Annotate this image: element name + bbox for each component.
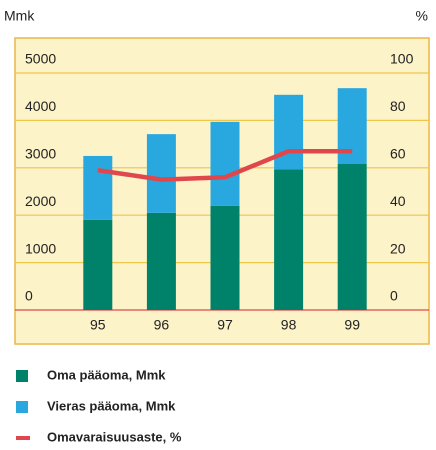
x-tick-label: 97 <box>217 317 233 333</box>
y-tick-label: 3000 <box>25 146 56 162</box>
bar <box>210 205 240 310</box>
bar <box>83 219 113 310</box>
bar <box>274 94 304 170</box>
x-tick-label: 98 <box>281 317 297 333</box>
x-tick-label: 99 <box>344 317 360 333</box>
bar <box>210 121 240 206</box>
x-tick-label: 95 <box>90 317 106 333</box>
bar <box>337 164 367 310</box>
legend-label: Vieras pääoma, Mmk <box>47 398 176 413</box>
y-tick-label: 4000 <box>25 98 56 114</box>
bar <box>146 212 176 310</box>
legend-label: Omavaraisuusaste, % <box>47 429 182 444</box>
line <box>97 148 353 182</box>
y-tick-label: 0 <box>25 288 33 304</box>
legend-swatch <box>16 436 30 440</box>
legend-swatch <box>16 401 28 413</box>
y-axis-label: Mmk <box>4 8 35 24</box>
y2-tick-label: 60 <box>390 146 406 162</box>
legend-swatch <box>16 370 28 382</box>
y2-axis-label: % <box>416 8 428 24</box>
legend-label: Oma pääoma, Mmk <box>47 367 166 382</box>
y2-tick-label: 100 <box>390 51 414 67</box>
y2-tick-label: 80 <box>390 98 406 114</box>
bar <box>146 134 176 213</box>
y2-tick-label: 20 <box>390 240 406 256</box>
bar <box>274 169 304 310</box>
y2-tick-label: 40 <box>390 193 406 209</box>
bar <box>83 155 113 220</box>
y-tick-label: 5000 <box>25 51 56 67</box>
y-tick-label: 2000 <box>25 193 56 209</box>
y2-tick-label: 0 <box>390 288 398 304</box>
x-tick-label: 96 <box>154 317 170 333</box>
y-tick-label: 1000 <box>25 240 56 256</box>
